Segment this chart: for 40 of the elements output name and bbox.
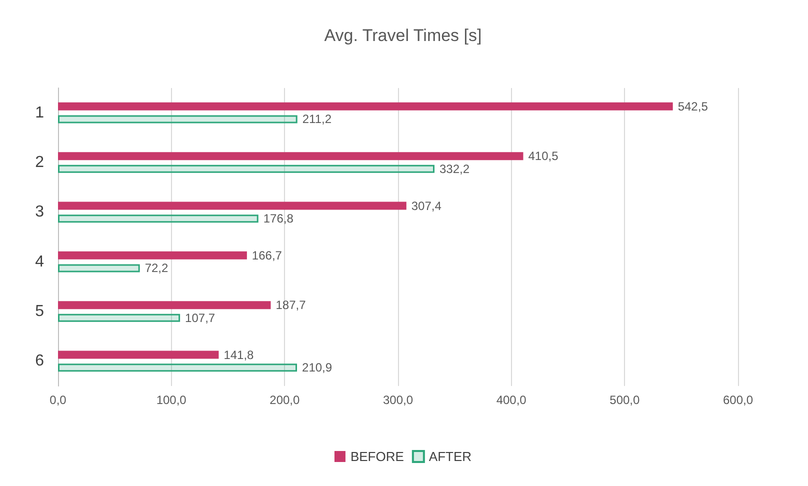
- y-tick-label: 1: [35, 104, 44, 122]
- x-tick-label: 200,0: [270, 393, 300, 407]
- y-tick-label: 3: [35, 204, 44, 221]
- y-tick-label: 4: [35, 253, 44, 270]
- x-tick-label: 0,0: [50, 393, 67, 407]
- bar: [58, 314, 180, 322]
- legend-label: BEFORE: [350, 449, 404, 464]
- data-label: 166,7: [252, 248, 282, 262]
- x-tick-label: 100,0: [156, 393, 187, 407]
- data-label: 72,2: [144, 261, 169, 276]
- data-label: 542,5: [678, 99, 708, 114]
- bar: [58, 202, 406, 210]
- bar: [58, 264, 140, 272]
- data-label: 210,9: [302, 360, 332, 375]
- y-tick-label: 6: [35, 352, 44, 370]
- chart-title: Avg. Travel Times [s]: [324, 26, 482, 45]
- data-label: 410,5: [528, 149, 559, 164]
- data-label: 332,2: [439, 162, 470, 176]
- bar: [58, 251, 247, 260]
- bar: [58, 102, 673, 110]
- bar: [58, 115, 298, 124]
- bar: [58, 301, 271, 310]
- legend-label: AFTER: [428, 449, 472, 464]
- bar: [58, 152, 524, 160]
- bar: [58, 364, 298, 372]
- x-tick-label: 400,0: [496, 393, 527, 407]
- bar: [58, 350, 219, 359]
- data-label: 187,7: [276, 298, 306, 312]
- y-tick-label: 5: [35, 303, 44, 320]
- data-label: 141,8: [224, 348, 254, 362]
- x-tick-label: 300,0: [382, 393, 414, 407]
- bar: [58, 214, 258, 223]
- data-label: 107,7: [185, 310, 216, 325]
- data-label: 176,8: [263, 212, 294, 226]
- data-label: 211,2: [302, 112, 332, 126]
- x-tick-label: 600,0: [722, 393, 754, 407]
- bar: [58, 164, 434, 173]
- y-tick-label: 2: [35, 154, 44, 171]
- data-label: 307,4: [411, 198, 442, 213]
- x-tick-label: 500,0: [610, 393, 640, 407]
